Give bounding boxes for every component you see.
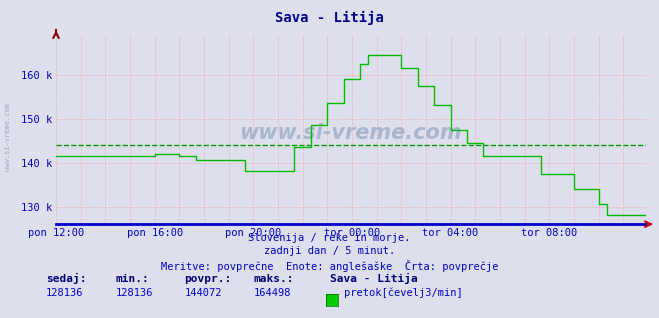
Text: 144072: 144072	[185, 288, 222, 298]
Text: Sava - Litija: Sava - Litija	[275, 11, 384, 25]
Text: Meritve: povprečne  Enote: anglešaške  Črta: povprečje: Meritve: povprečne Enote: anglešaške Črt…	[161, 260, 498, 272]
Text: www.si-vreme.com: www.si-vreme.com	[240, 123, 462, 143]
Text: 128136: 128136	[46, 288, 84, 298]
Text: pretok[čevelj3/min]: pretok[čevelj3/min]	[344, 288, 463, 298]
Text: 164498: 164498	[254, 288, 291, 298]
Text: maks.:: maks.:	[254, 274, 294, 284]
Text: min.:: min.:	[115, 274, 149, 284]
Text: Slovenija / reke in morje.: Slovenija / reke in morje.	[248, 233, 411, 243]
Text: www.si-vreme.com: www.si-vreme.com	[5, 103, 11, 171]
Text: povpr.:: povpr.:	[185, 274, 232, 284]
Text: sedaj:: sedaj:	[46, 273, 86, 284]
Text: 128136: 128136	[115, 288, 153, 298]
Text: zadnji dan / 5 minut.: zadnji dan / 5 minut.	[264, 246, 395, 256]
Text: Sava - Litija: Sava - Litija	[330, 273, 417, 284]
